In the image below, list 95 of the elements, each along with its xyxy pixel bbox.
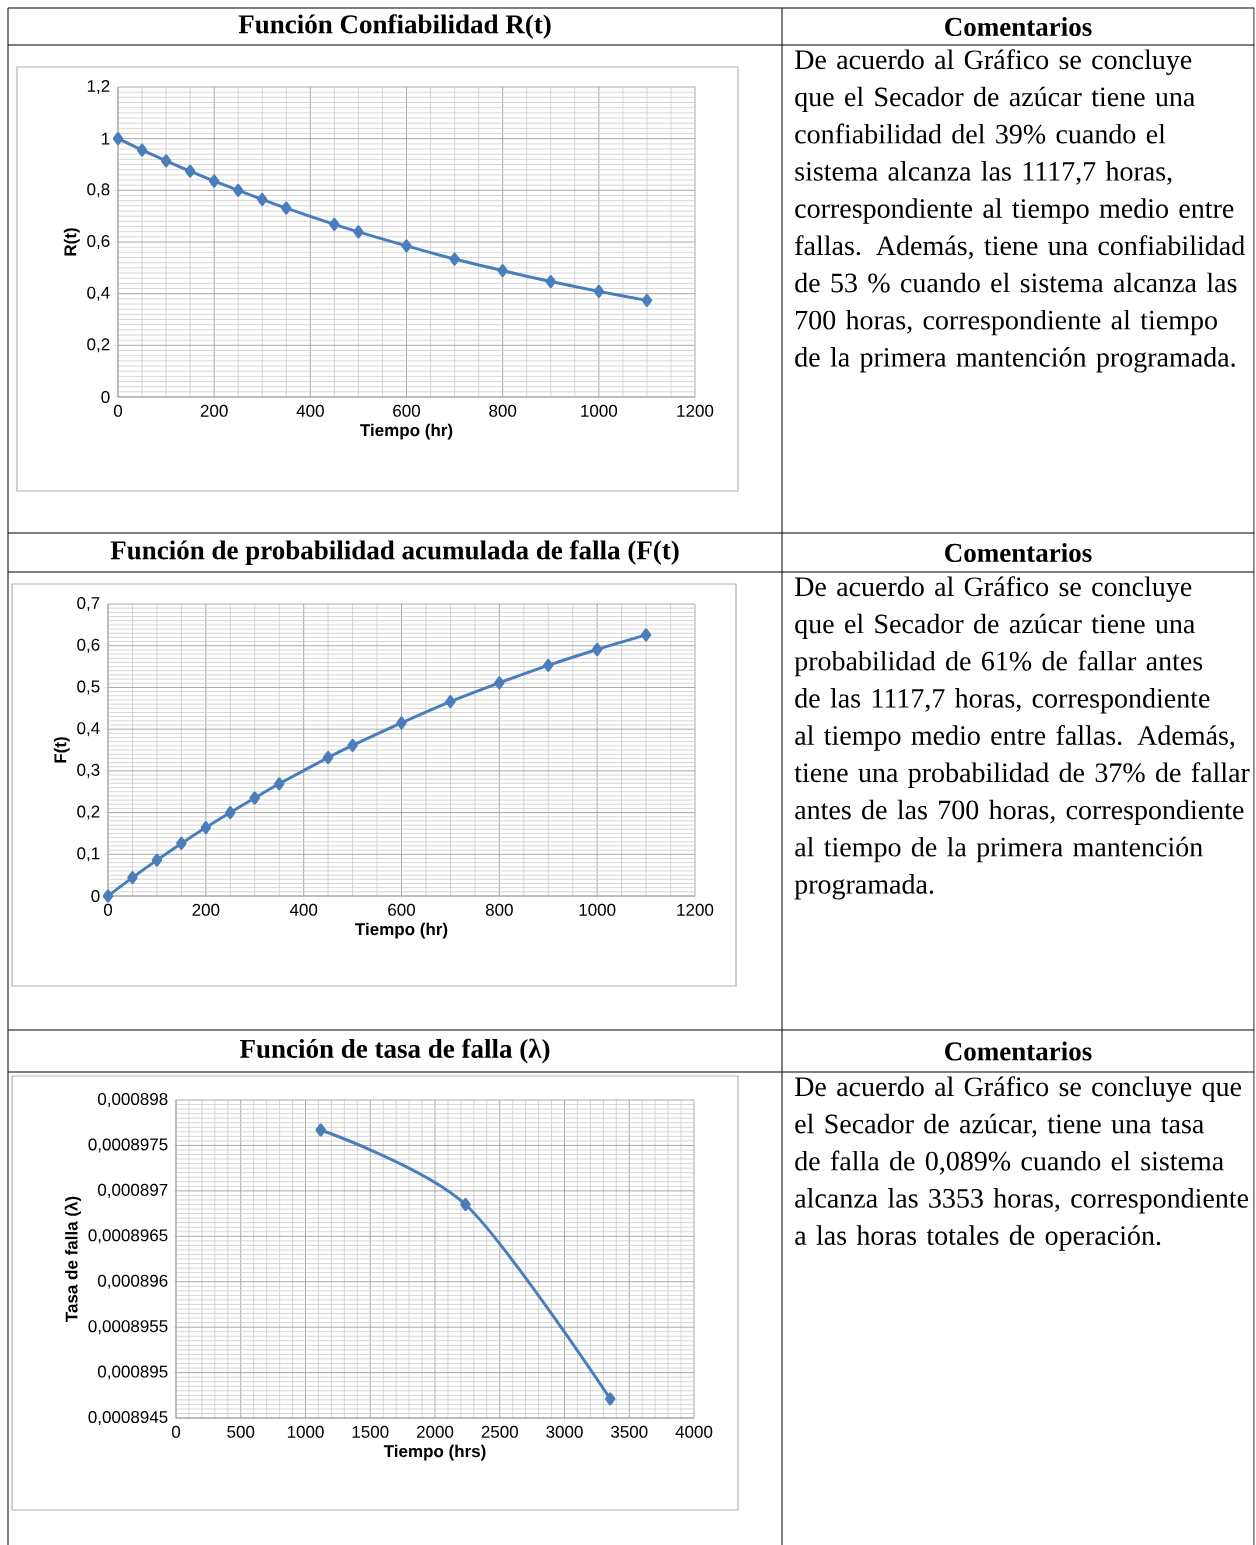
x-tick-label: 400 — [296, 404, 324, 417]
y-tick-label: 0,5 — [77, 680, 100, 695]
y-tick-label: 0,0008955 — [88, 1320, 168, 1335]
y-tick-label: 1 — [102, 132, 110, 145]
chart-title: Función de tasa de falla (λ) — [239, 1038, 550, 1064]
y-tick-label: 0,2 — [87, 338, 110, 353]
x-tick-label: 2500 — [481, 1425, 518, 1438]
y-tick-label: 0,000895 — [97, 1365, 168, 1380]
x-tick-label: 2000 — [416, 1425, 454, 1438]
point — [641, 293, 653, 307]
point — [347, 738, 358, 752]
chart-title: Función Confiabilidad R(t) — [238, 14, 551, 39]
x-tick-label: 1000 — [579, 903, 616, 916]
x-tick-label: 1200 — [677, 404, 714, 417]
x-tick-label: 3000 — [546, 1425, 583, 1438]
point — [545, 275, 556, 289]
y-tick-label: 0,6 — [77, 638, 100, 653]
point — [127, 871, 138, 885]
point — [497, 264, 508, 278]
point — [543, 658, 554, 672]
text: Comentarios — [945, 543, 1092, 563]
y-axis-title: F(t) — [53, 737, 70, 763]
x-tick-label: 800 — [489, 404, 517, 417]
point — [640, 628, 652, 642]
text: De acuerdo al Gráfico se concluye que el Secador de azúcar tiene una confiabilidad del 39% cuando el sistema alcanza las 1117,7 horas, correspondiente al tiempo medio entre fallas. Además, tiene una confiabilidad de 53 % cuando el sistema alcanza las 700 horas, correspondiente al tiempo de la primera mantención programada. — [795, 49, 1245, 373]
x-tick-label: 4000 — [675, 1425, 713, 1438]
x-tick-label: 200 — [200, 404, 228, 417]
y-tick-label: 0,0008965 — [88, 1229, 168, 1244]
x-tick-label: 0 — [171, 1425, 181, 1438]
x-tick-label: 800 — [485, 903, 513, 916]
point — [281, 201, 292, 215]
point — [112, 132, 124, 146]
point — [136, 143, 148, 157]
point — [591, 642, 603, 656]
point — [273, 777, 285, 791]
y-tick-label: 0,000898 — [97, 1092, 168, 1108]
point — [225, 806, 236, 820]
y-tick-label: 0,3 — [77, 763, 100, 778]
y-tick-label: 0,1 — [77, 847, 100, 862]
x-tick-label: 600 — [388, 903, 416, 916]
y-tick-label: 0,000897 — [97, 1183, 168, 1198]
point — [102, 889, 114, 903]
point — [460, 1198, 471, 1212]
point — [200, 821, 212, 835]
y-tick-label: 0,8 — [87, 183, 110, 198]
y-tick-label: 1,2 — [87, 79, 110, 95]
y-tick-label: 0 — [91, 889, 100, 903]
point — [353, 225, 364, 239]
y-tick-label: 0,2 — [77, 805, 100, 820]
point — [184, 164, 196, 178]
point — [445, 695, 456, 709]
point — [396, 716, 407, 730]
point — [249, 791, 260, 805]
y-axis-title: R(t) — [63, 228, 80, 256]
y-tick-label: 0,0008945 — [88, 1410, 168, 1426]
x-axis-title: Tiempo (hr) — [360, 423, 453, 440]
y-tick-label: 0,6 — [87, 234, 110, 250]
y-tick-label: 0,000896 — [97, 1274, 168, 1289]
x-tick-label: 0 — [113, 404, 123, 417]
point — [208, 174, 220, 188]
y-tick-label: 0,0008975 — [88, 1138, 168, 1153]
x-tick-label: 1500 — [352, 1425, 389, 1438]
text: De acuerdo al Gráfico se concluye que el Secador de azúcar, tiene una tasa de falla de 0,089% cuando el sistema alcanza las 3353 horas, correspondiente a las horas totales de operación. — [795, 1076, 1249, 1251]
point — [257, 192, 268, 206]
text: De acuerdo al Gráfico se concluye que el Secador de azúcar tiene una probabilidad de 61% de fallar antes de las 1117,7 horas, correspondiente al tiempo medio entre fallas. Además, tiene una probabilidad de 37% de fallar antes de las 700 horas, correspondiente al tiempo de la primera mantención programada. — [794, 576, 1250, 900]
point — [494, 676, 505, 690]
point — [176, 836, 187, 850]
x-tick-label: 600 — [393, 404, 421, 417]
y-tick-label: 0,4 — [87, 286, 110, 301]
chart-title: Función de probabilidad acumulada de falla (F(t) — [110, 540, 679, 565]
x-tick-label: 1000 — [287, 1425, 324, 1438]
x-tick-label: 400 — [289, 903, 318, 916]
point — [401, 239, 412, 253]
y-tick-label: 0,4 — [77, 722, 100, 737]
x-axis-title: Tiempo (hrs) — [383, 1444, 486, 1461]
text: Comentarios — [945, 1041, 1092, 1061]
x-tick-label: 1200 — [677, 903, 714, 916]
point — [604, 1392, 616, 1406]
point — [232, 183, 244, 197]
y-tick-label: 0 — [101, 390, 110, 404]
point — [329, 217, 340, 231]
y-tick-label: 0,7 — [77, 596, 100, 612]
x-tick-label: 500 — [227, 1425, 255, 1438]
x-tick-label: 1000 — [581, 404, 618, 417]
point — [151, 853, 163, 867]
text: Comentarios — [945, 17, 1092, 36]
point — [315, 1123, 326, 1137]
y-axis-title: Tasa de falla (λ) — [64, 1196, 81, 1322]
point — [160, 154, 172, 168]
x-tick-label: 3500 — [610, 1425, 648, 1438]
point — [593, 284, 605, 298]
x-tick-label: 200 — [192, 903, 220, 916]
point — [449, 252, 460, 266]
x-axis-title: Tiempo (hr) — [355, 922, 448, 939]
point — [322, 751, 334, 765]
